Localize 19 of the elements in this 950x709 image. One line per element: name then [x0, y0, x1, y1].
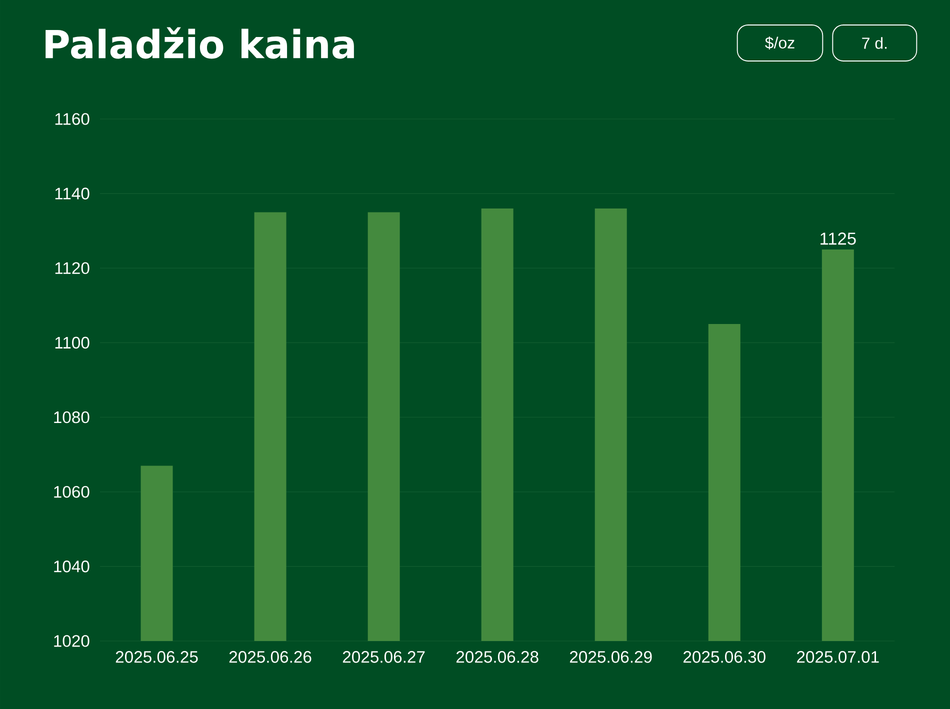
x-tick-label: 2025.07.01 [797, 651, 879, 663]
y-tick-label: 1080 [54, 411, 90, 424]
y-tick-label: 1100 [55, 336, 90, 349]
x-tick-label: 2025.06.29 [570, 651, 652, 663]
y-tick-label: 1060 [54, 486, 90, 498]
chart-title: Paladžio kaina [46, 27, 354, 59]
y-tick-label: 1160 [55, 113, 90, 125]
x-tick-label: 2025.06.25 [116, 651, 198, 663]
x-tick-label: 2025.06.26 [229, 651, 312, 663]
y-tick-label: 1140 [55, 188, 90, 200]
text: $/oz [765, 36, 794, 50]
x-tick-label: 2025.06.28 [456, 651, 538, 663]
y-tick-label: 1120 [55, 262, 90, 274]
x-tick-label: 2025.06.30 [684, 651, 766, 663]
x-tick-label: 2025.06.27 [342, 651, 425, 663]
y-tick-label: 1020 [54, 635, 90, 647]
data-label: 1125 [820, 232, 856, 245]
y-tick-label: 1040 [54, 560, 90, 572]
text: 7 d. [862, 37, 887, 49]
